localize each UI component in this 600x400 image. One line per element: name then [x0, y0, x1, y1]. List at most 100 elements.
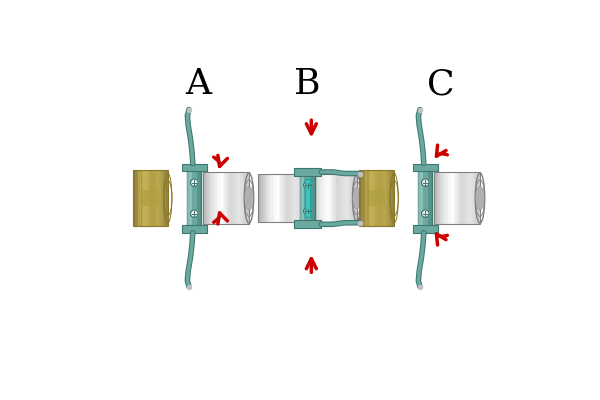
Bar [227, 172, 229, 224]
Bar [434, 172, 480, 224]
Bar [413, 164, 437, 171]
Bar [365, 170, 367, 226]
Bar [436, 172, 437, 224]
Bar [309, 174, 311, 222]
Bar [460, 172, 461, 224]
Bar [428, 170, 432, 226]
Bar [464, 172, 466, 224]
Bar [262, 174, 263, 222]
Bar [347, 174, 349, 222]
Bar [277, 174, 279, 222]
Bar [235, 172, 236, 224]
Bar [469, 172, 471, 224]
Ellipse shape [476, 187, 484, 210]
Bar [135, 170, 137, 226]
Bar [238, 172, 240, 224]
Bar [159, 170, 161, 226]
Bar [269, 174, 271, 222]
Bar [223, 172, 224, 224]
Bar [387, 170, 389, 226]
Bar [300, 175, 315, 221]
Bar [338, 174, 339, 222]
Bar [226, 172, 227, 224]
Bar [247, 172, 249, 224]
Bar [418, 170, 432, 226]
Ellipse shape [245, 187, 253, 210]
Bar [142, 190, 159, 206]
Bar [331, 174, 333, 222]
Bar [389, 170, 391, 226]
Bar [266, 174, 268, 222]
Bar [458, 172, 460, 224]
Bar [474, 172, 475, 224]
Bar [305, 179, 310, 218]
Bar [232, 172, 233, 224]
Bar [364, 170, 365, 226]
Ellipse shape [353, 188, 361, 209]
Bar [230, 172, 232, 224]
Bar [260, 174, 262, 222]
Bar [243, 172, 244, 224]
Bar [276, 174, 277, 222]
Bar [229, 172, 230, 224]
Bar [355, 174, 357, 222]
Bar [461, 172, 463, 224]
Bar [155, 170, 157, 226]
Bar [371, 170, 373, 226]
Bar [208, 172, 209, 224]
Circle shape [304, 181, 311, 189]
Bar [133, 170, 168, 226]
Bar [149, 170, 151, 226]
Bar [336, 174, 338, 222]
Bar [379, 170, 380, 226]
Bar [457, 172, 458, 224]
Bar [353, 174, 355, 222]
Bar [205, 172, 206, 224]
Bar [367, 170, 369, 226]
Bar [301, 174, 303, 222]
Bar [299, 174, 301, 222]
Bar [203, 172, 249, 224]
Bar [454, 172, 455, 224]
Bar [263, 174, 265, 222]
Bar [439, 172, 440, 224]
Bar [320, 174, 322, 222]
Bar [368, 190, 385, 206]
Bar [182, 225, 206, 233]
Bar [272, 174, 274, 222]
Bar [377, 170, 379, 226]
Bar [141, 170, 142, 226]
Bar [212, 172, 214, 224]
Bar [265, 174, 266, 222]
Bar [138, 170, 140, 226]
Bar [214, 172, 215, 224]
Bar [325, 174, 326, 222]
Bar [442, 172, 443, 224]
Bar [475, 172, 477, 224]
Bar [287, 174, 289, 222]
Bar [335, 174, 336, 222]
Bar [295, 174, 296, 222]
Bar [166, 170, 168, 226]
Bar [471, 172, 472, 224]
Bar [292, 174, 293, 222]
Circle shape [190, 179, 198, 186]
Circle shape [190, 210, 198, 218]
Bar [311, 174, 312, 222]
Bar [361, 170, 363, 226]
Bar [236, 172, 238, 224]
Bar [163, 170, 164, 226]
Bar [147, 170, 149, 226]
Bar [240, 172, 241, 224]
Text: B: B [294, 67, 321, 101]
Circle shape [304, 207, 311, 215]
Bar [319, 174, 320, 222]
Bar [187, 170, 201, 226]
Bar [241, 172, 243, 224]
Bar [246, 172, 247, 224]
Bar [140, 170, 142, 226]
Bar [268, 174, 269, 222]
Bar [279, 174, 280, 222]
Circle shape [421, 179, 429, 186]
Bar [384, 170, 385, 226]
